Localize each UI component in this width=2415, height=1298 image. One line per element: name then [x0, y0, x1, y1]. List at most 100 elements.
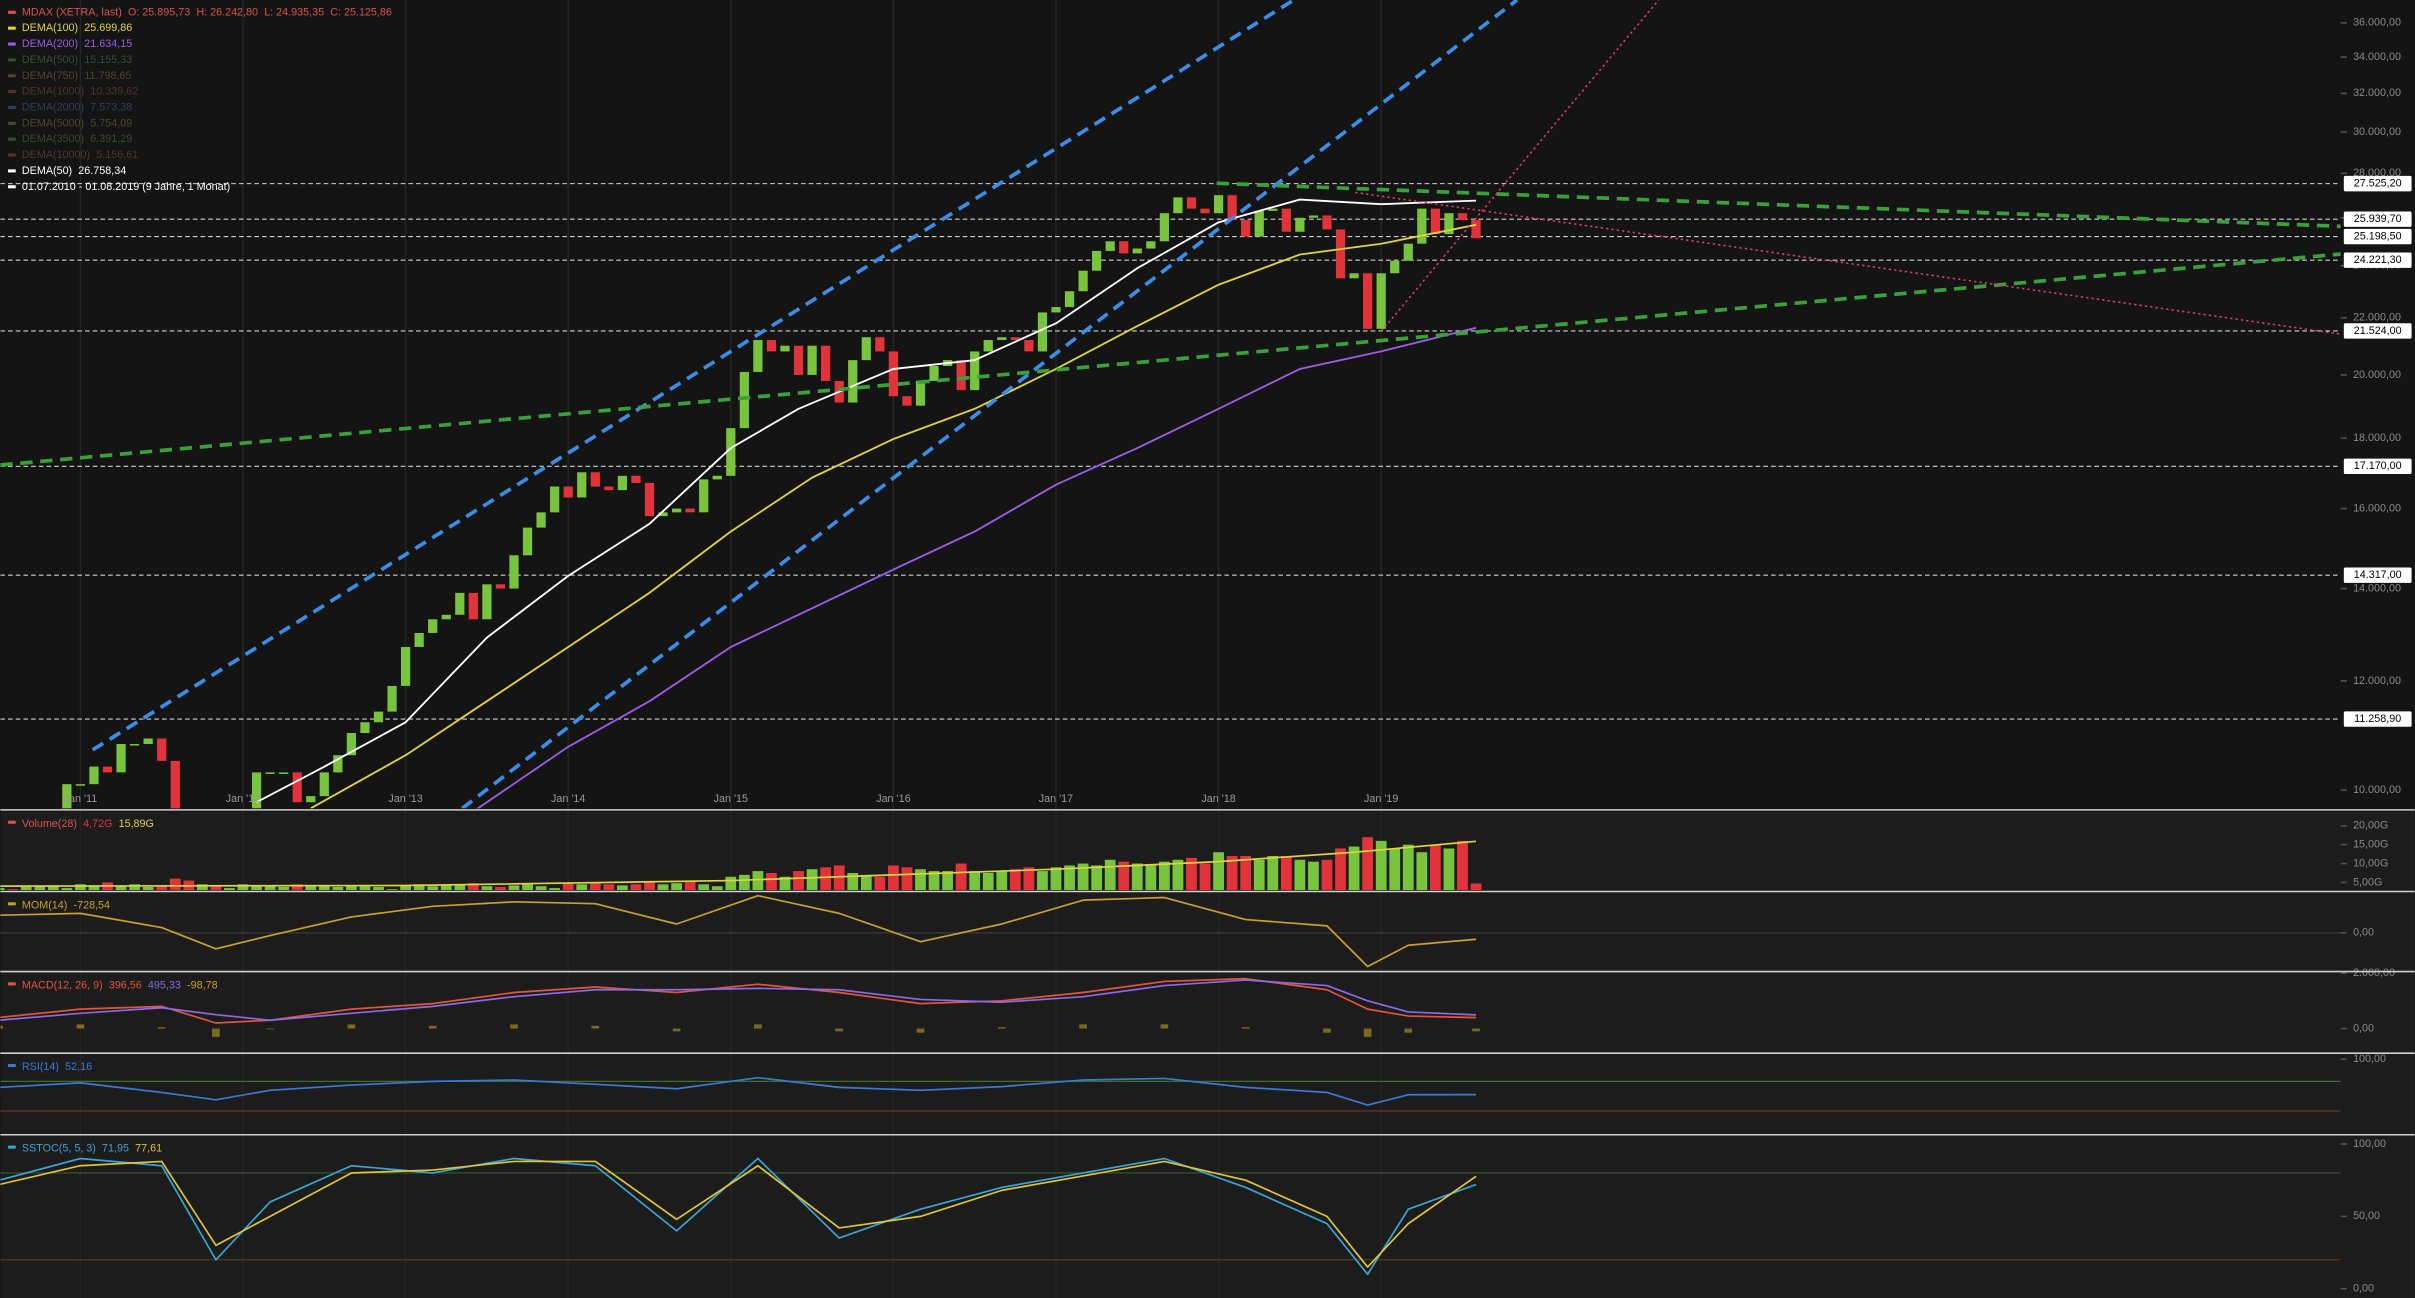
header-part: DEMA(750)	[22, 70, 78, 82]
y-tick-label: 5,00G	[2353, 876, 2382, 888]
candle	[1186, 197, 1197, 209]
candle	[1322, 215, 1332, 230]
volume-bar	[1443, 848, 1455, 890]
header-part: DEMA(100)	[22, 22, 78, 34]
volume-bar	[61, 888, 73, 890]
histogram-bar	[76, 1024, 85, 1029]
pane-separators	[0, 809, 2415, 1136]
candle	[997, 337, 1007, 341]
volume-bar	[1240, 855, 1252, 890]
header-part: 52,16	[65, 1061, 92, 1073]
histogram-bar	[1160, 1024, 1169, 1029]
level-label-box	[2343, 252, 2412, 268]
histogram-bar	[1079, 1024, 1087, 1029]
indicator-line	[0, 894, 1477, 968]
y-tick-label: 100,00	[2353, 1053, 2386, 1065]
header-part: DEMA(1000)	[22, 85, 84, 97]
candle	[685, 508, 695, 513]
candle	[617, 475, 628, 491]
candle	[1403, 243, 1413, 261]
header-part: 396,56	[109, 979, 142, 991]
candle	[1010, 337, 1020, 341]
trend-line	[1355, 191, 2341, 335]
volume-bar	[373, 886, 384, 890]
x-tick-label: Jan '15	[714, 793, 748, 805]
header-part: 5.754,09	[90, 117, 132, 129]
candle	[1213, 195, 1224, 214]
volume-bar	[1375, 840, 1387, 890]
volume-bar	[508, 885, 520, 890]
candle	[482, 584, 492, 620]
candle	[1430, 208, 1441, 235]
indicator-line	[476, 326, 1477, 809]
volume-bar	[88, 886, 100, 890]
indicator-background	[0, 811, 2415, 1298]
indicator-line	[0, 1157, 1477, 1276]
volume-bar	[1321, 859, 1333, 890]
candle	[455, 592, 465, 615]
pane-header: MACD(12, 26, 9) 396,56 495,33 -98,78	[22, 979, 218, 991]
candle	[590, 472, 600, 487]
candle	[888, 351, 899, 397]
candle	[1376, 273, 1386, 329]
volume-bar	[603, 884, 615, 890]
header-part: -98,78	[187, 979, 218, 991]
indicator-line	[0, 1160, 1477, 1268]
volume-bar	[684, 881, 696, 890]
volume-bar	[1158, 861, 1170, 890]
legend-swatch	[8, 902, 16, 906]
volume-bar	[915, 869, 926, 890]
candle	[821, 345, 831, 381]
candle	[143, 738, 153, 745]
volume-bar	[129, 884, 140, 890]
volume-bar	[1416, 852, 1428, 890]
candle	[1335, 229, 1346, 279]
y-tick-label: 36.000,00	[2353, 17, 2401, 29]
indicator-line	[0, 840, 1477, 887]
volume-bar	[386, 889, 398, 890]
histogram-bar	[672, 1028, 681, 1032]
volume-bar	[711, 886, 723, 890]
histogram-bar	[266, 1028, 274, 1030]
header-part: DEMA(50)	[22, 165, 72, 177]
y-tick-label: 10,00G	[2353, 857, 2388, 869]
volume-bar	[589, 882, 601, 890]
candle	[793, 345, 804, 375]
level-label-box	[2343, 711, 2412, 727]
volume-bar	[1023, 867, 1035, 890]
volume-bar	[291, 884, 303, 890]
header-part: L: 24.935,35	[264, 6, 324, 18]
pane-header: RSI(14) 52,16	[22, 1061, 92, 1073]
candle	[631, 475, 641, 483]
header-part: DEMA(500)	[22, 54, 78, 66]
histogram-bar	[428, 1025, 437, 1029]
candle	[983, 340, 993, 352]
legend-swatch	[8, 185, 16, 189]
volume-bar	[779, 876, 791, 890]
volume-bar	[251, 885, 262, 890]
volume-bar	[766, 872, 777, 890]
volume-bar	[0, 888, 5, 890]
y-tick-label: 0,00	[2353, 1022, 2374, 1034]
volume-bar	[1457, 840, 1468, 890]
volume-bar	[156, 885, 168, 890]
volume-bar	[1253, 859, 1265, 890]
level-label: 24.221,30	[2354, 254, 2402, 266]
y-tick-label: 100,00	[2353, 1138, 2386, 1150]
candle	[753, 340, 763, 372]
legend-swatch	[8, 153, 16, 157]
volume-bar	[1037, 871, 1048, 890]
candle	[428, 619, 438, 633]
level-label: 27.525,20	[2354, 177, 2402, 189]
histogram-bar	[347, 1024, 356, 1029]
pane-header: DEMA(50) 26.758,34	[22, 165, 126, 177]
pane-header: MOM(14) -728,54	[22, 899, 110, 911]
candle	[265, 772, 275, 774]
trend-line	[0, 252, 2341, 467]
legend-swatch	[8, 74, 16, 78]
candle	[1024, 340, 1034, 352]
x-tick-label: Jan '17	[1039, 793, 1073, 805]
header-part: MDAX (XETRA, last)	[22, 6, 122, 18]
volume-bar	[264, 886, 276, 890]
level-label: 25.939,70	[2354, 213, 2402, 225]
